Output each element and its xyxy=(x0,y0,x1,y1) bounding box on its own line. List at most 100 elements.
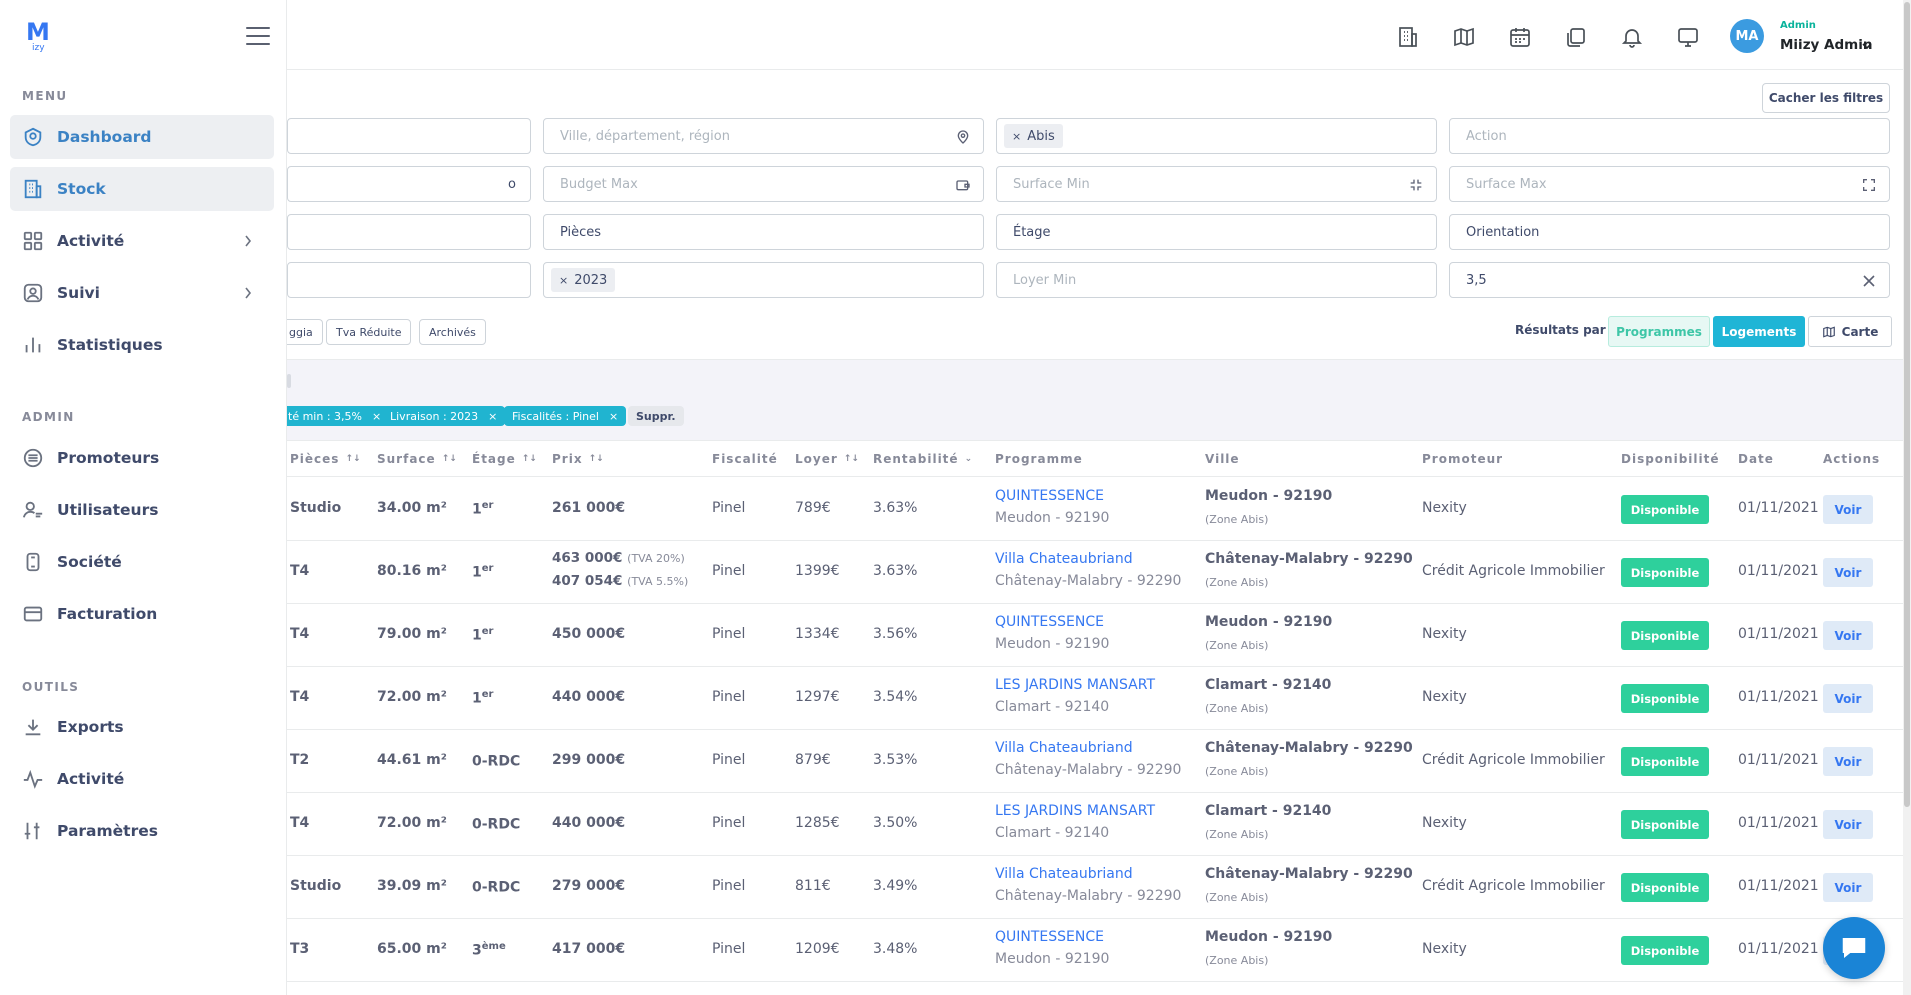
app-logo[interactable]: M izy xyxy=(26,20,50,54)
chat-button[interactable] xyxy=(1823,917,1885,979)
close-icon[interactable]: × xyxy=(488,409,498,423)
col-header-programme[interactable]: Programme xyxy=(995,452,1083,466)
menu-toggle-icon[interactable] xyxy=(246,27,270,47)
sort-icon[interactable]: ↑↓ xyxy=(345,454,361,464)
programme-link[interactable]: LES JARDINS MANSART xyxy=(995,803,1156,819)
livraison-select[interactable]: × 2023 xyxy=(543,262,984,298)
sidebar-item-label: Activité xyxy=(57,770,125,788)
remove-tag-icon[interactable]: × xyxy=(559,273,569,287)
col-header-disponibilite[interactable]: Disponibilité xyxy=(1621,452,1720,466)
orientation-select[interactable]: Orientation xyxy=(1449,214,1890,250)
monitor-icon[interactable] xyxy=(1676,25,1700,49)
chip-archives[interactable]: Archivés xyxy=(419,319,486,345)
programme-link[interactable]: QUINTESSENCE xyxy=(995,929,1104,945)
status-badge: Disponible xyxy=(1621,873,1709,902)
sidebar-item-utilisateurs[interactable]: Utilisateurs xyxy=(10,488,274,532)
etage-select[interactable]: Étage xyxy=(996,214,1437,250)
view-button[interactable]: Voir xyxy=(1823,747,1873,776)
view-button[interactable]: Voir xyxy=(1823,873,1873,902)
sidebar-item-activite-log[interactable]: Activité xyxy=(10,757,274,801)
avatar[interactable]: MA xyxy=(1730,19,1764,53)
col-header-fiscalite[interactable]: Fiscalité xyxy=(712,452,778,466)
col-header-ville[interactable]: Ville xyxy=(1205,452,1240,466)
col-header-promoteur[interactable]: Promoteur xyxy=(1422,452,1503,466)
budget-max-input[interactable]: Budget Max xyxy=(543,166,984,202)
sidebar-item-societe[interactable]: Société xyxy=(10,540,274,584)
budget-min-input[interactable]: o xyxy=(287,166,531,202)
action-input[interactable]: Action xyxy=(1449,118,1890,154)
view-button[interactable]: Voir xyxy=(1823,684,1873,713)
sort-icon[interactable]: ↑↓ xyxy=(441,454,457,464)
sidebar-item-suivi[interactable]: Suivi xyxy=(10,271,274,315)
programme-link[interactable]: Villa Chateaubriand xyxy=(995,551,1133,567)
chip-tva-reduite[interactable]: Tva Réduite xyxy=(326,319,412,345)
view-programmes-button[interactable]: Programmes xyxy=(1608,316,1710,347)
view-button[interactable]: Voir xyxy=(1823,495,1873,524)
filter-field-clipped[interactable] xyxy=(287,118,531,154)
cell-fiscalite: Pinel xyxy=(712,626,746,642)
user-name[interactable]: Miizy Admin xyxy=(1780,37,1873,53)
files-icon[interactable] xyxy=(1564,25,1588,49)
col-header-loyer[interactable]: Loyer ↑↓ xyxy=(795,452,859,466)
loyer-min-input[interactable]: Loyer Min xyxy=(996,262,1437,298)
calendar-icon[interactable] xyxy=(1508,25,1532,49)
view-button[interactable]: Voir xyxy=(1823,621,1873,650)
sidebar-item-promoteurs[interactable]: Promoteurs xyxy=(10,436,274,480)
col-header-surface[interactable]: Surface ↑↓ xyxy=(377,452,457,466)
close-icon[interactable]: × xyxy=(371,409,382,423)
sidebar-item-facturation[interactable]: Facturation xyxy=(10,592,274,636)
scrollbar-thumb[interactable] xyxy=(1904,2,1910,807)
chevron-down-icon[interactable] xyxy=(1862,42,1872,50)
building-icon[interactable] xyxy=(1396,25,1420,49)
rentabilite-input[interactable]: 3,5 xyxy=(1449,262,1890,298)
filter-field-clipped-3[interactable] xyxy=(287,262,531,298)
sidebar-item-parametres[interactable]: Paramètres xyxy=(10,809,274,853)
sidebar-item-exports[interactable]: Exports xyxy=(10,705,274,749)
cell-rentabilite: 3.48% xyxy=(873,941,918,957)
programme-link[interactable]: QUINTESSENCE xyxy=(995,488,1104,504)
location-input[interactable]: Ville, département, région xyxy=(543,118,984,154)
col-header-date[interactable]: Date xyxy=(1738,452,1774,466)
active-filter-pill[interactable]: té min : 3,5% × xyxy=(280,406,390,426)
sidebar-item-activite[interactable]: Activité xyxy=(10,219,274,263)
programme-link[interactable]: Villa Chateaubriand xyxy=(995,866,1133,882)
view-button[interactable]: Voir xyxy=(1823,810,1873,839)
remove-tag-icon[interactable]: × xyxy=(1012,129,1022,143)
col-header-pieces[interactable]: Pièces ↑↓ xyxy=(290,452,361,466)
programme-link[interactable]: Villa Chateaubriand xyxy=(995,740,1133,756)
col-header-prix[interactable]: Prix ↑↓ xyxy=(552,452,604,466)
bell-icon[interactable] xyxy=(1620,25,1644,49)
filter-field-clipped-2[interactable] xyxy=(287,214,531,250)
col-header-etage[interactable]: Étage ↑↓ xyxy=(472,452,537,466)
view-carte-button[interactable]: Carte xyxy=(1808,316,1892,347)
programme-link[interactable]: LES JARDINS MANSART xyxy=(995,677,1156,693)
cell-surface: 39.09 m² xyxy=(377,878,447,894)
surface-min-input[interactable]: Surface Min xyxy=(996,166,1437,202)
zone-select[interactable]: × Abis xyxy=(996,118,1437,154)
sidebar-item-stock[interactable]: Stock xyxy=(10,167,274,211)
sort-desc-icon[interactable]: ⌄ xyxy=(964,454,973,464)
livraison-tag[interactable]: × 2023 xyxy=(551,268,616,292)
view-logements-button[interactable]: Logements xyxy=(1713,316,1805,347)
hide-filters-button[interactable]: Cacher les filtres xyxy=(1762,83,1890,113)
close-icon[interactable]: × xyxy=(608,409,619,423)
active-filter-pill[interactable]: Livraison : 2023 × xyxy=(382,406,506,426)
zone-tag[interactable]: × Abis xyxy=(1004,124,1063,148)
pieces-select[interactable]: Pièces xyxy=(543,214,984,250)
sort-icon[interactable]: ↑↓ xyxy=(843,454,859,464)
col-header-rentabilite[interactable]: Rentabilité ⌄ xyxy=(873,452,972,466)
cell-fiscalite: Pinel xyxy=(712,752,746,768)
cell-ville: Châtenay-Malabry - 92290 xyxy=(1205,740,1413,756)
chip-loggia[interactable]: ggia xyxy=(280,319,323,345)
sort-icon[interactable]: ↑↓ xyxy=(588,454,604,464)
sort-icon[interactable]: ↑↓ xyxy=(521,454,537,464)
programme-link[interactable]: QUINTESSENCE xyxy=(995,614,1104,630)
sidebar-item-statistiques[interactable]: Statistiques xyxy=(10,323,274,367)
view-button[interactable]: Voir xyxy=(1823,558,1873,587)
sidebar-item-dashboard[interactable]: Dashboard xyxy=(10,115,274,159)
close-icon[interactable] xyxy=(1861,273,1877,289)
active-filter-pill[interactable]: Fiscalités : Pinel × xyxy=(504,406,627,426)
map-icon[interactable] xyxy=(1452,25,1476,49)
surface-max-input[interactable]: Surface Max xyxy=(1449,166,1890,202)
clear-filters-button[interactable]: Suppr. xyxy=(628,406,684,426)
